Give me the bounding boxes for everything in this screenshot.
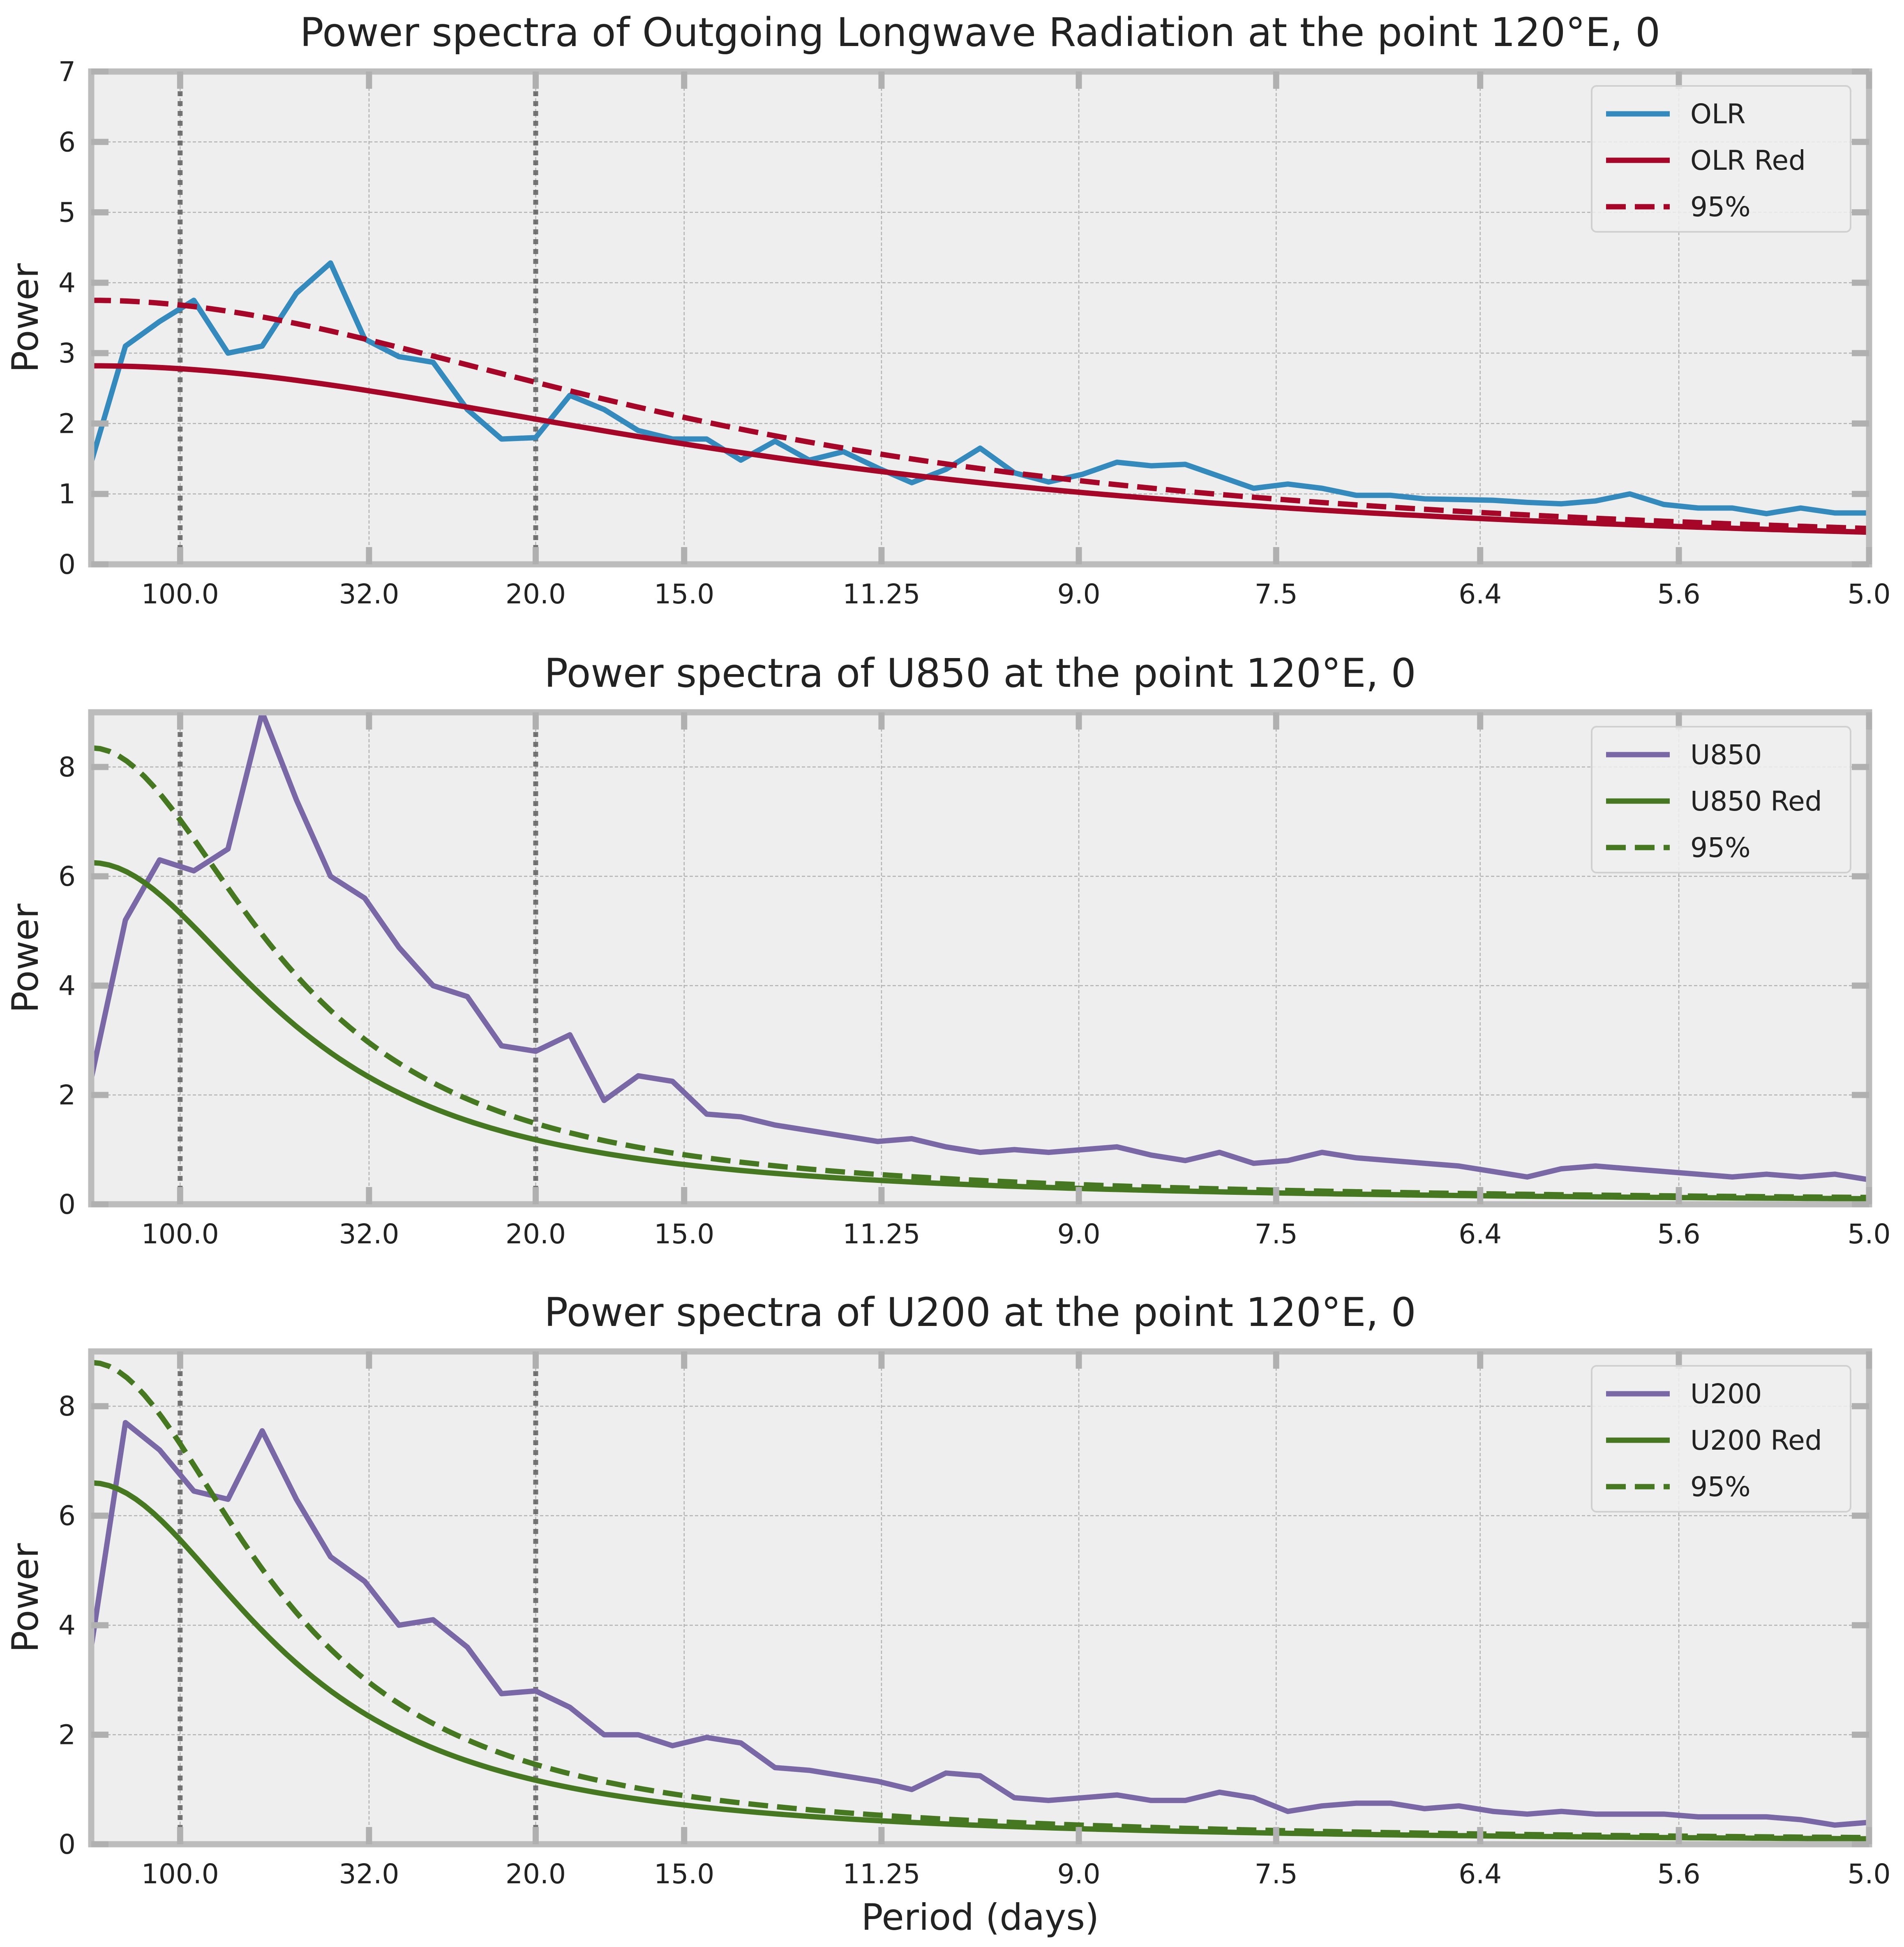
plot-area [91, 72, 1869, 564]
y-tick-label: 4 [58, 267, 76, 299]
x-tick-label: 5.0 [1848, 578, 1891, 610]
legend-box [1591, 726, 1851, 873]
y-tick-label: 6 [58, 1500, 76, 1532]
y-tick-label: 7 [58, 56, 76, 88]
x-tick-label: 9.0 [1057, 1858, 1101, 1890]
y-axis-label: Power [4, 903, 46, 1013]
x-tick-label: 5.0 [1848, 1218, 1891, 1250]
y-tick-label: 0 [58, 1189, 76, 1220]
chart-title: Power spectra of U850 at the point 120°E… [544, 650, 1416, 696]
y-tick-label: 8 [58, 1390, 76, 1422]
plot-background [91, 712, 1869, 1204]
x-tick-label: 6.4 [1459, 1858, 1502, 1890]
axes-frame [88, 709, 1872, 1208]
x-tick-label: 7.5 [1255, 1218, 1298, 1250]
y-tick-label: 6 [58, 126, 76, 158]
series-line-1 [91, 712, 1869, 1183]
y-tick-label: 2 [58, 1719, 76, 1751]
legend-box [1591, 85, 1851, 233]
chart-title: Power spectra of U200 at the point 120°E… [544, 1289, 1416, 1335]
legend: U200 U200 Red 95% [1591, 1365, 1851, 1513]
legend-label: OLR [1690, 98, 1746, 130]
legend-label: U200 Red [1690, 1425, 1822, 1456]
x-tick-label: 32.0 [339, 1858, 399, 1890]
x-tick-label: 15.0 [654, 1218, 714, 1250]
x-tick-label: 5.6 [1657, 1218, 1701, 1250]
y-tick-label: 4 [58, 1610, 76, 1641]
y-tick-label: 0 [58, 549, 76, 580]
legend-label: 95% [1690, 191, 1751, 223]
plot-background [91, 1351, 1869, 1844]
tick-marks [91, 1351, 1872, 1848]
y-tick-label: 4 [58, 970, 76, 1002]
x-tick-label: 32.0 [339, 578, 399, 610]
y-tick-label: 2 [58, 408, 76, 439]
plot-area [91, 1351, 1869, 1844]
x-tick-label: 15.0 [654, 1858, 714, 1890]
chart-title: Power spectra of Outgoing Longwave Radia… [300, 9, 1660, 55]
series-line-1 [91, 260, 1869, 517]
series-line-3 [91, 745, 1869, 1200]
x-tick-label: 20.0 [505, 1858, 566, 1890]
x-tick-label: 7.5 [1255, 1858, 1298, 1890]
series-line-2 [91, 1480, 1869, 1842]
series-line-2 [91, 363, 1869, 535]
x-tick-label: 7.5 [1255, 578, 1298, 610]
x-tick-label: 15.0 [654, 578, 714, 610]
y-axis-label: Power [4, 1543, 46, 1653]
y-tick-label: 5 [58, 197, 76, 229]
axes-frame [88, 1348, 1872, 1848]
legend-label: 95% [1690, 832, 1751, 864]
y-tick-label: 2 [58, 1079, 76, 1111]
x-tick-label: 9.0 [1057, 1218, 1101, 1250]
x-tick-label: 6.4 [1459, 578, 1502, 610]
tick-marks [91, 712, 1872, 1208]
x-tick-label: 5.6 [1657, 1858, 1701, 1890]
axes-frame [88, 68, 1872, 568]
x-tick-label: 5.6 [1657, 578, 1701, 610]
legend-label: U850 Red [1690, 785, 1822, 817]
y-tick-label: 3 [58, 337, 76, 369]
legend-label: U200 [1690, 1378, 1762, 1410]
series-line-3 [91, 1360, 1869, 1841]
x-tick-label: 6.4 [1459, 1218, 1502, 1250]
y-tick-label: 6 [58, 861, 76, 892]
x-tick-label: 20.0 [505, 1218, 566, 1250]
x-tick-label: 11.25 [842, 1858, 920, 1890]
y-tick-label: 8 [58, 751, 76, 783]
y-tick-label: 0 [58, 1829, 76, 1860]
x-tick-label: 100.0 [141, 1858, 219, 1890]
legend-label: U850 [1690, 739, 1762, 771]
legend-label: OLR Red [1690, 145, 1806, 176]
series-line-3 [91, 298, 1869, 531]
x-tick-label: 9.0 [1057, 578, 1101, 610]
x-tick-label: 5.0 [1848, 1858, 1891, 1890]
legend-label: 95% [1690, 1471, 1751, 1503]
x-axis-label: Period (days) [861, 1896, 1099, 1938]
legend: OLR OLR Red 95% [1591, 85, 1851, 233]
series-line-1 [91, 1420, 1869, 1828]
x-tick-label: 32.0 [339, 1218, 399, 1250]
x-tick-label: 20.0 [505, 578, 566, 610]
x-tick-label: 11.25 [842, 1218, 920, 1250]
x-tick-label: 100.0 [141, 1218, 219, 1250]
chart-2: 100.0 32.0 20.0 15.0 11.25 9.0 7.5 6.4 5.6 5.0 0 2 4… [4, 650, 1890, 1250]
x-tick-label: 100.0 [141, 578, 219, 610]
plot-area [91, 712, 1869, 1204]
chart-3: 100.0 32.0 20.0 15.0 11.25 9.0 7.5 6.4 5.6 5.0 0 2 4… [4, 1289, 1890, 1938]
y-axis-label: Power [4, 263, 46, 373]
chart-1: 100.0 32.0 20.0 15.0 11.25 9.0 7.5 6.4 5.6 5.0 0 1 2… [4, 9, 1890, 610]
tick-marks [91, 68, 1872, 568]
legend-box [1591, 1365, 1851, 1513]
legend: U850 U850 Red 95% [1591, 726, 1851, 873]
x-tick-label: 11.25 [842, 578, 920, 610]
y-tick-label: 1 [58, 478, 76, 510]
